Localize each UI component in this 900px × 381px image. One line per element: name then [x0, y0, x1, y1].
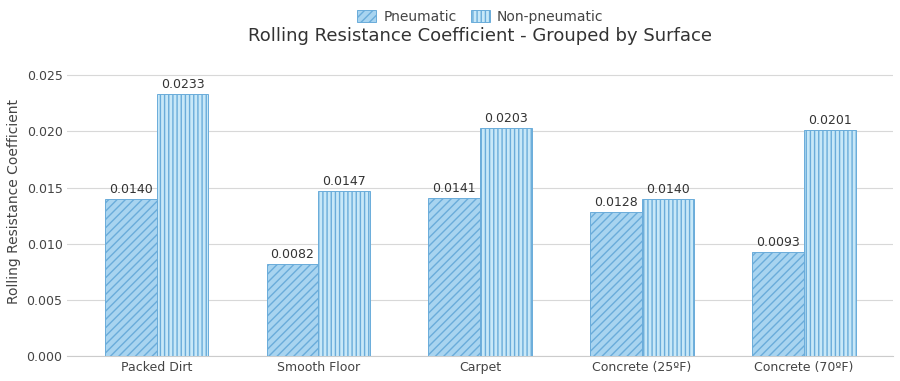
Bar	[481, 128, 532, 356]
Bar	[105, 199, 157, 356]
Bar	[642, 199, 694, 356]
Y-axis label: Rolling Resistance Coefficient: Rolling Resistance Coefficient	[7, 99, 21, 304]
Text: 0.0128: 0.0128	[594, 197, 638, 210]
Text: 0.0147: 0.0147	[322, 175, 366, 188]
Text: 0.0141: 0.0141	[433, 182, 476, 195]
Bar	[804, 130, 856, 356]
Text: 0.0201: 0.0201	[808, 114, 851, 127]
Text: 0.0093: 0.0093	[756, 236, 800, 249]
Bar	[319, 191, 370, 356]
Bar	[428, 198, 481, 356]
Legend: Pneumatic, Non-pneumatic: Pneumatic, Non-pneumatic	[351, 5, 609, 29]
Text: 0.0203: 0.0203	[484, 112, 528, 125]
Text: 0.0082: 0.0082	[271, 248, 314, 261]
Bar	[266, 264, 319, 356]
Text: 0.0140: 0.0140	[646, 183, 689, 196]
Bar	[157, 94, 209, 356]
Bar	[752, 251, 804, 356]
Title: Rolling Resistance Coefficient - Grouped by Surface: Rolling Resistance Coefficient - Grouped…	[248, 27, 712, 45]
Bar	[590, 212, 642, 356]
Text: 0.0140: 0.0140	[109, 183, 153, 196]
Text: 0.0233: 0.0233	[161, 78, 204, 91]
